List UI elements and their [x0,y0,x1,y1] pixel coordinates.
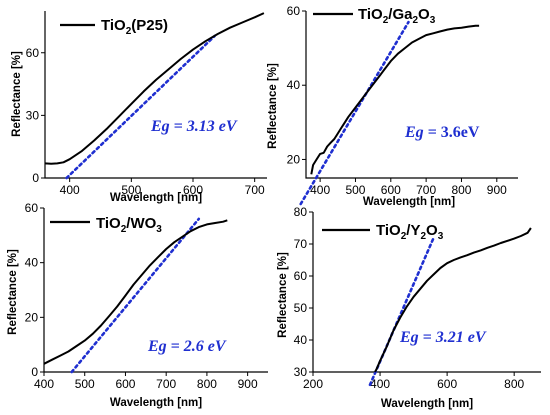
panel-p25-ytick-label: 0 [32,171,39,185]
panel-wo3-xtick-label: 800 [197,377,217,391]
panel-ga2o3-xtick-label: 600 [381,183,401,197]
panel-p25-tangent-line [65,34,216,180]
panel-y2o3: 200 400 600 800 30 40 50 60 70 80 Wavelength [nm]… [277,205,541,410]
panel-p25-plot: 400 500 600 700 0 30 60 [26,11,267,197]
panel-ga2o3-xtick-label: 500 [345,183,365,197]
panel-y2o3-plot: 200 400 600 800 30 40 50 60 70 80 [294,205,541,391]
panel-wo3-xtick-label: 400 [34,377,54,391]
panel-p25-eg-annotation: Eg = 3.13 eV [150,118,238,135]
panel-wo3-tangent-line [70,217,201,374]
panel-y2o3-ylabel: Reflectance [%] [277,252,289,338]
panel-wo3-ytick-label: 60 [25,201,39,215]
panel-wo3-ylabel: Reflectance [%] [7,249,19,335]
panel-ga2o3-legend: TiO2/Ga2O3 [313,6,436,26]
panel-y2o3-xtick-label: 200 [303,377,323,391]
panel-wo3-xtick-label: 900 [238,377,258,391]
panel-ga2o3-ytick-label: 20 [287,152,301,166]
panel-p25: 400 500 600 700 0 30 60 Wavelength [nm] Reflec… [11,11,267,204]
panel-wo3-xlabel: Wavelength [nm] [110,397,202,409]
panel-wo3-ytick-label: 0 [31,365,38,379]
panel-p25-ylabel: Reflectance [%] [11,51,23,137]
panel-ga2o3-ytick-label: 40 [287,78,301,92]
panel-wo3-plot: 400 500 600 700 800 900 0 20 40 60 [25,201,268,391]
panel-p25-ytick-label: 30 [26,108,40,122]
panel-wo3-ytick-label: 20 [25,310,39,324]
panel-y2o3-legend-text: TiO2/Y2O3 [376,222,444,242]
panel-wo3-xtick-label: 700 [156,377,176,391]
panel-ga2o3-tangent-line [299,20,410,206]
panel-p25-xtick-label: 700 [245,183,265,197]
panel-p25-xtick-label: 500 [121,183,141,197]
panel-y2o3-reflectance-curve [374,227,532,373]
panel-p25-xtick-label: 400 [60,183,80,197]
panel-wo3: 400 500 600 700 800 900 0 20 40 60 Wavelength [nm… [7,201,268,409]
panel-ga2o3-xtick-label: 900 [487,183,507,197]
panel-y2o3-ytick-label: 70 [294,237,308,251]
panel-ga2o3-xlabel: Wavelength [nm] [363,196,455,208]
panel-wo3-xtick-label: 600 [115,377,135,391]
panel-ga2o3-reflectance-curve [310,24,480,175]
panel-ga2o3-ylabel: Reflectance [%] [267,63,279,149]
panel-y2o3-eg-annotation: Eg = 3.21 eV [399,329,487,346]
panel-wo3-xtick-label: 500 [75,377,95,391]
panel-p25-xlabel: Wavelength [nm] [110,192,202,204]
panel-ga2o3-xtick-label: 700 [416,183,436,197]
panel-y2o3-xtick-label: 400 [370,377,390,391]
panel-y2o3-xlabel: Wavelength [nm] [381,398,473,410]
panel-wo3-eg-annotation: Eg = 2.6 eV [147,338,227,355]
panel-y2o3-xtick-label: 800 [504,377,524,391]
panel-ga2o3-axes [305,11,518,179]
panel-p25-ytick-label: 60 [26,46,40,60]
panel-ga2o3-ytick-label: 60 [287,4,301,18]
panel-y2o3-xtick-label: 600 [437,377,457,391]
panel-y2o3-ytick-label: 40 [294,333,308,347]
panel-y2o3-ytick-label: 60 [294,269,308,283]
panel-p25-legend-text: TiO2(P25) [101,17,168,37]
panel-ga2o3-legend-text: TiO2/Ga2O3 [358,6,436,26]
panel-y2o3-ytick-label: 80 [294,205,308,219]
panel-wo3-ytick-label: 40 [25,256,39,270]
panel-ga2o3: 400 500 600 700 800 900 20 40 60 Wavelength [nm]… [267,4,518,208]
panel-wo3-reflectance-curve [43,219,228,365]
panel-ga2o3-eg-annotation: Eg = 3.6eV [404,124,480,141]
panel-wo3-legend: TiO2/WO3 [50,215,162,235]
panel-p25-reflectance-curve [44,12,265,165]
panel-p25-legend: TiO2(P25) [60,17,168,37]
panel-wo3-legend-text: TiO2/WO3 [96,215,162,235]
panel-y2o3-ytick-label: 50 [294,301,308,315]
panel-ga2o3-xtick-label: 400 [310,183,330,197]
panel-ga2o3-xtick-label: 800 [451,183,471,197]
panel-ga2o3-plot: 400 500 600 700 800 900 20 40 60 [287,4,518,206]
panel-p25-xtick-label: 600 [183,183,203,197]
panel-y2o3-ytick-label: 30 [294,365,308,379]
panel-y2o3-legend: TiO2/Y2O3 [322,222,444,242]
